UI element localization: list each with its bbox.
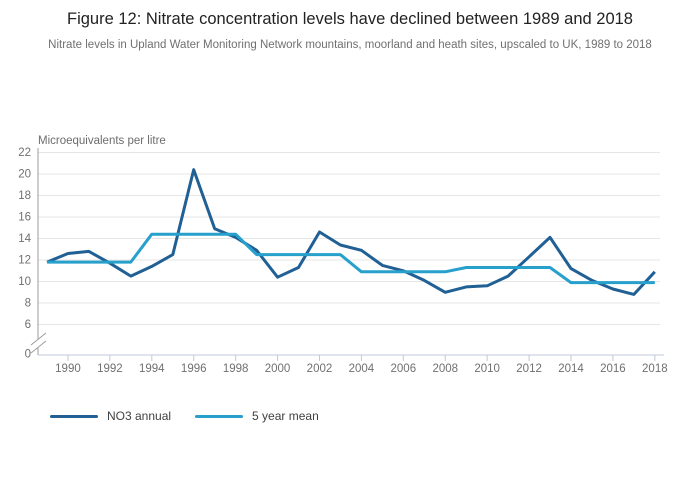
axis-break-icon xyxy=(30,332,47,346)
y-axis-title: Microequivalents per litre xyxy=(38,135,166,147)
x-tick-label: 1994 xyxy=(139,363,165,375)
x-tick-label: 2008 xyxy=(432,363,458,375)
five-year-mean-line-swatch xyxy=(195,414,244,418)
y-tick-label: 16 xyxy=(18,212,31,224)
x-tick-label: 2000 xyxy=(265,363,291,375)
y-tick-label: 22 xyxy=(18,147,31,159)
chart-subtitle: Nitrate levels in Upland Water Monitorin… xyxy=(48,39,652,52)
x-tick-label: 2010 xyxy=(474,363,500,375)
no3-annual-line-swatch xyxy=(50,414,98,418)
y-tick-label: 8 xyxy=(25,298,31,310)
legend-label: NO3 annual xyxy=(107,409,172,423)
x-tick-label: 1998 xyxy=(223,363,249,375)
axis-break-icon xyxy=(30,340,47,354)
y-tick-label: 20 xyxy=(18,169,31,181)
axis-break-gap xyxy=(35,339,41,347)
series-line-no3-annual xyxy=(46,168,656,296)
x-tick-label: 1996 xyxy=(181,363,207,375)
y-tick-label: 18 xyxy=(18,190,31,202)
y-tick-label: 12 xyxy=(18,255,31,267)
y-tick-label: 6 xyxy=(25,319,31,331)
y-tick-label: 0 xyxy=(25,349,31,361)
x-tick-label: 2006 xyxy=(391,363,417,375)
x-tick-label: 2002 xyxy=(307,363,333,375)
line-chart: 1990 1992 1994 1996 1998 2000 2002 2004 2006 2008… xyxy=(18,135,668,375)
x-tick-label: 2018 xyxy=(642,363,668,375)
x-tick-label: 2016 xyxy=(600,363,626,375)
x-tick-label: 1990 xyxy=(55,363,81,375)
y-tick-label: 14 xyxy=(18,233,31,245)
x-tick-label: 2004 xyxy=(349,363,375,375)
chart-legend: NO3 annual 5 year mean xyxy=(50,408,319,424)
x-tick-label: 1992 xyxy=(97,363,123,375)
y-tick-label: 10 xyxy=(18,276,31,288)
legend-label: 5 year mean xyxy=(252,409,319,423)
chart-title: Figure 12: Nitrate concentration levels … xyxy=(67,10,633,28)
legend-item-no3-annual: NO3 annual xyxy=(50,409,171,423)
x-tick-label: 2012 xyxy=(516,363,542,375)
x-tick-label: 2014 xyxy=(558,363,584,375)
legend-item-5-year-mean: 5 year mean xyxy=(195,409,319,423)
series-line-5-year-mean xyxy=(47,232,655,285)
